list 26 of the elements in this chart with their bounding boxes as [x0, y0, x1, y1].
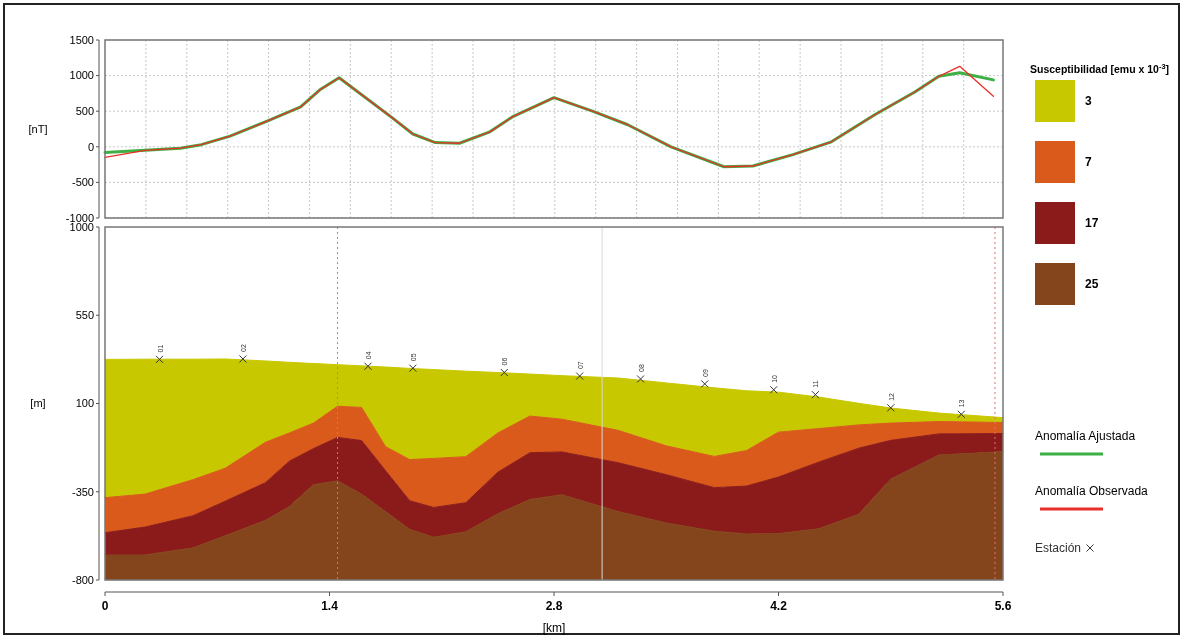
x-tick-label: 5.6 — [994, 599, 1012, 613]
text: Anomalía Observada — [1035, 484, 1149, 498]
y-tick-label: 100 — [75, 397, 94, 410]
legend-label: 3 — [1085, 94, 1092, 108]
y-tick-label: -350 — [71, 485, 94, 498]
x-tick-label: 2.8 — [545, 599, 563, 613]
legend-title: Susceptibilidad [emu x 10$^{-3}$] — [1030, 61, 1169, 75]
legend-label: 7 — [1085, 155, 1092, 169]
y-axis-title: [nT] — [28, 122, 48, 135]
x-tick-label: 4.2 — [770, 599, 788, 613]
y-tick-label: 1500 — [69, 33, 94, 46]
x-tick-label: 0 — [101, 599, 109, 613]
y-tick-label: 550 — [75, 309, 94, 322]
y-tick-label: 1000 — [69, 69, 94, 82]
y-axis-title: [m] — [30, 397, 46, 410]
x-axis-title: [km] — [542, 621, 566, 635]
text: Anomalía Ajustada — [1035, 429, 1136, 443]
y-tick-label: -500 — [71, 176, 94, 189]
legend-label: 17 — [1085, 216, 1099, 230]
y-tick-label: -800 — [71, 573, 94, 586]
y-tick-label: 500 — [75, 105, 94, 118]
legend-label: 25 — [1085, 277, 1099, 291]
y-tick-label: -1000 — [65, 211, 94, 224]
x-tick-label: 1.4 — [321, 599, 339, 613]
y-tick-label: 0 — [87, 140, 94, 153]
text: Estación — [1035, 541, 1082, 555]
